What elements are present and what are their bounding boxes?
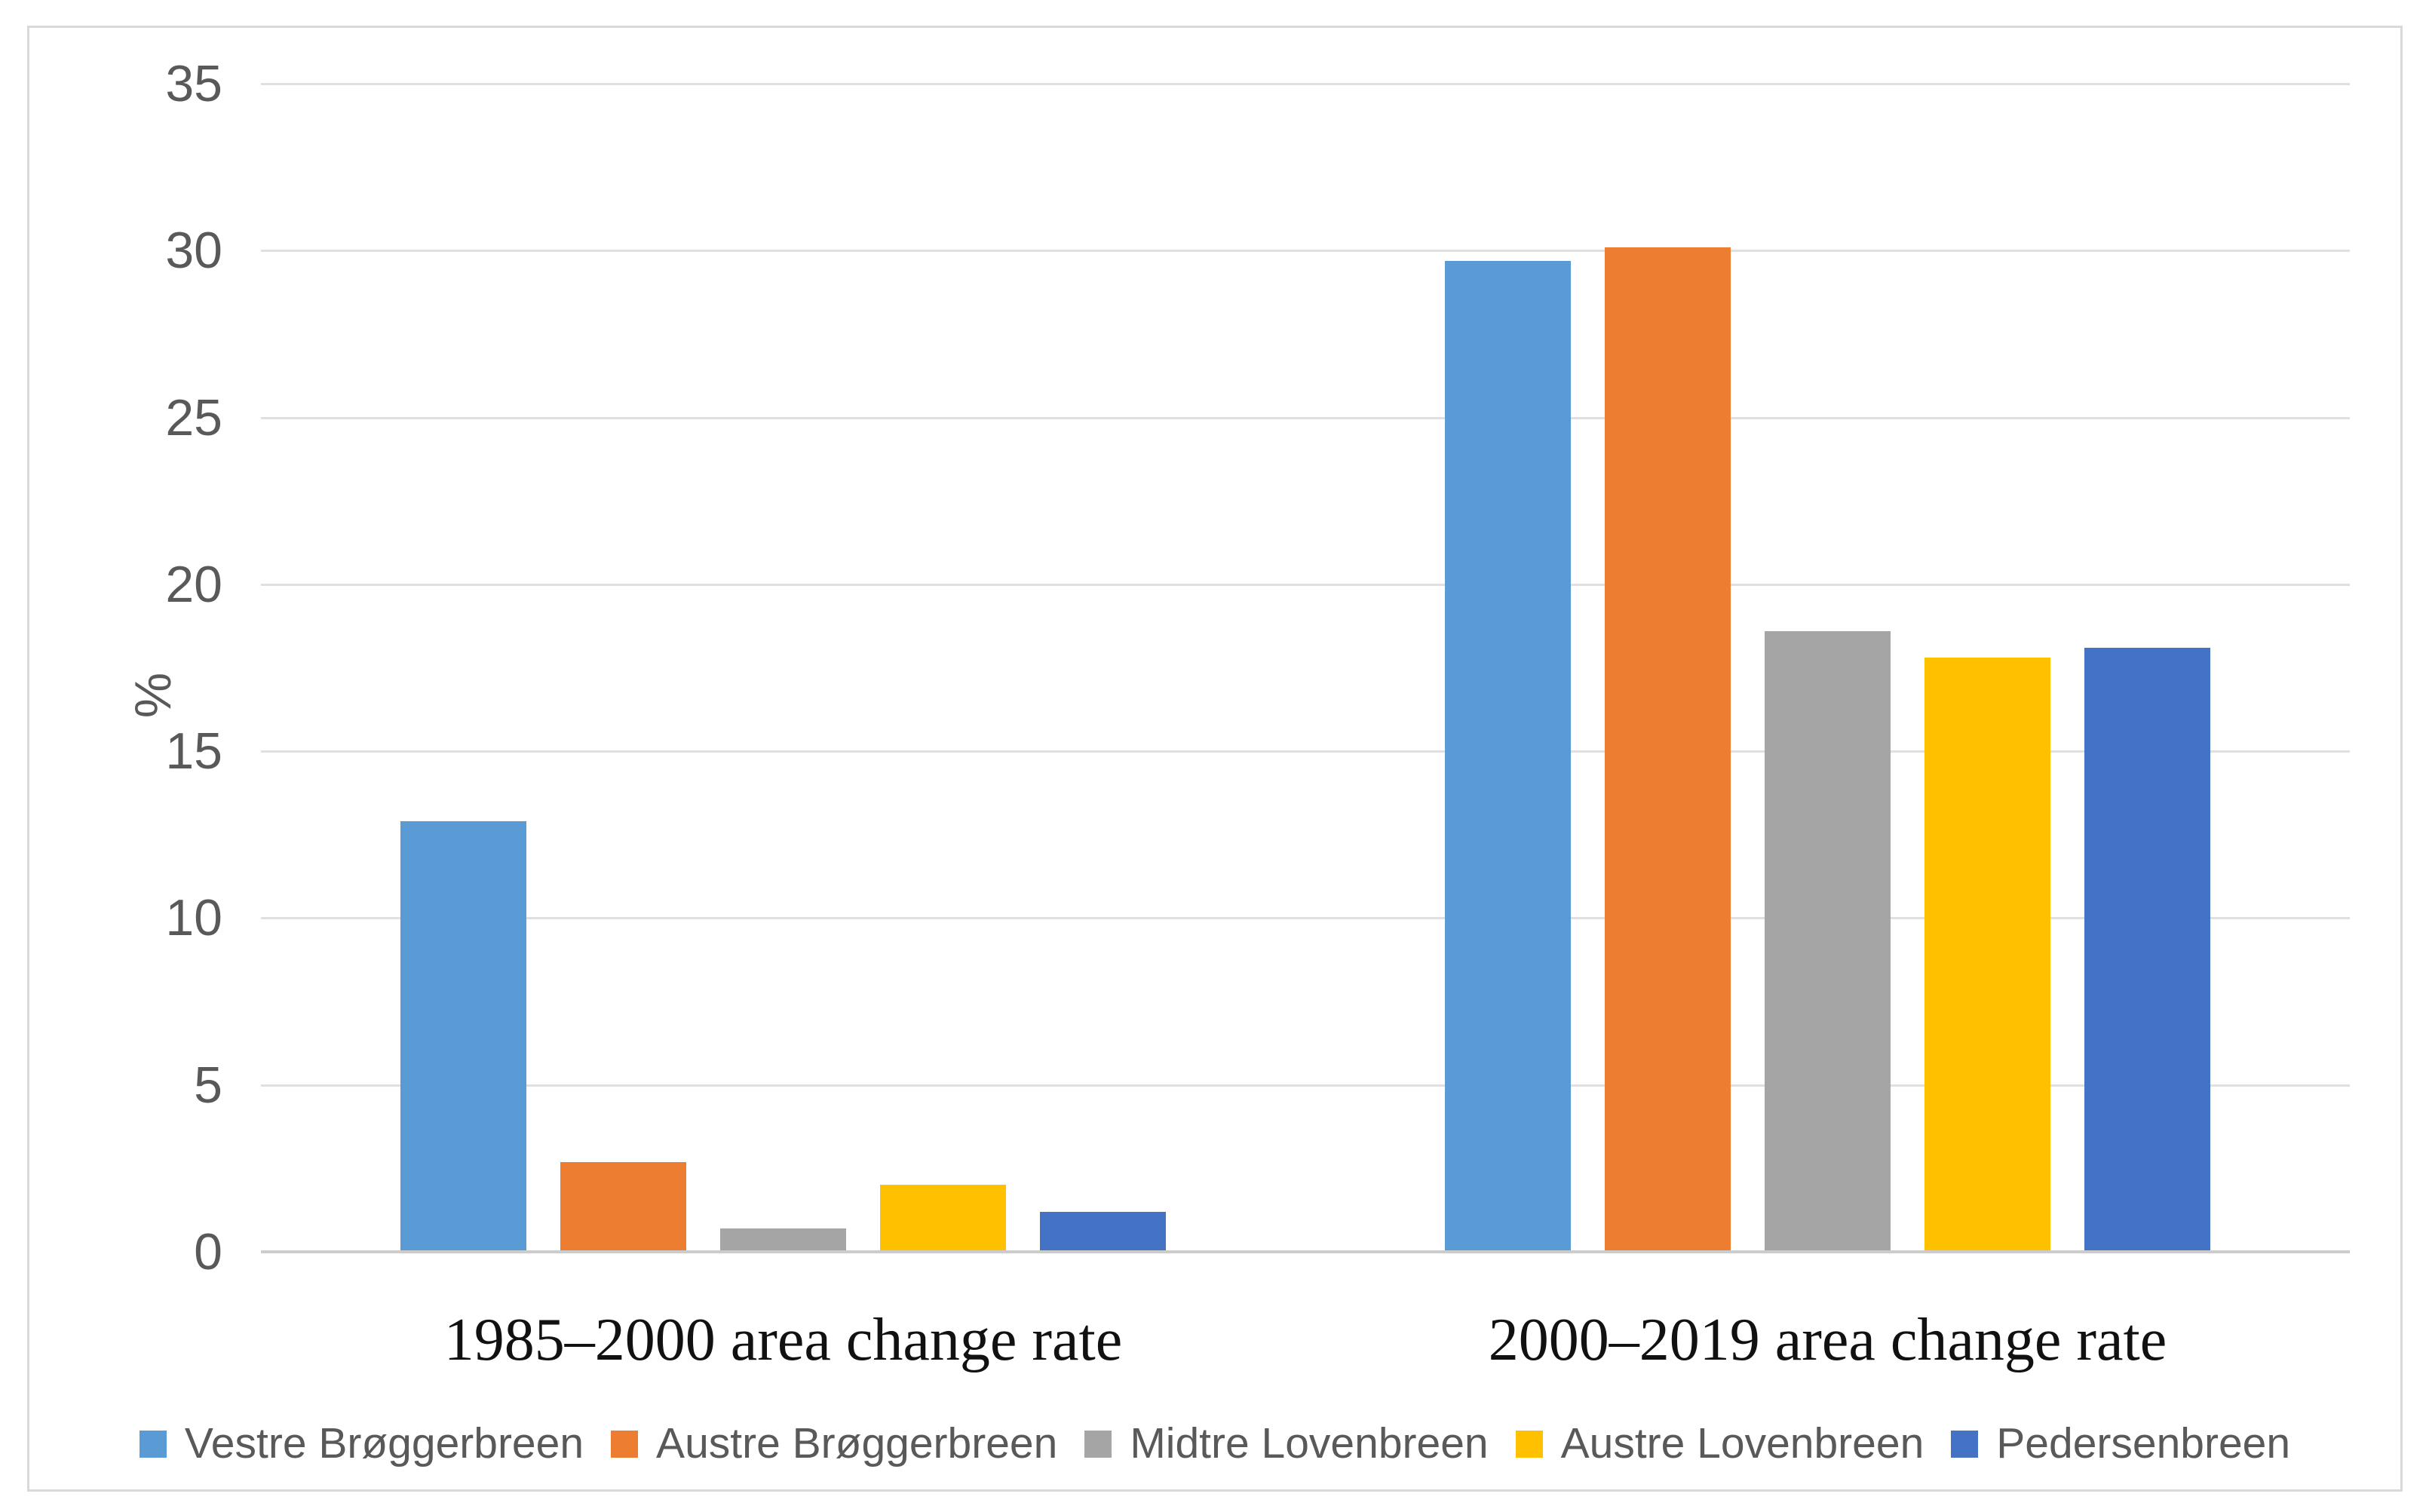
- legend: Vestre Brøggerbreen Austre Brøggerbreen Mi…: [29, 1419, 2400, 1469]
- legend-swatch-icon: [1515, 1430, 1543, 1458]
- x-axis-line: [261, 1250, 2350, 1253]
- legend-label: Pedersenbreen: [1996, 1419, 2291, 1468]
- gridline-20: [261, 583, 2350, 586]
- category-label-1: 2000–2019 area change rate: [1488, 1307, 2167, 1373]
- bar-group-0: [261, 84, 1305, 1252]
- gridline-5: [261, 1084, 2350, 1087]
- y-tick-label-25: 25: [165, 388, 222, 446]
- legend-item-austre-br-ggerbreen: Austre Brøggerbreen: [611, 1419, 1057, 1469]
- bar-midtre-lovenbreen-cat1: [1765, 631, 1891, 1252]
- legend-label: Austre Brøggerbreen: [656, 1419, 1058, 1468]
- bar-vestre-br-ggerbreen-cat1: [1445, 261, 1571, 1252]
- y-tick-label-0: 0: [194, 1223, 222, 1280]
- bar-austre-br-ggerbreen-cat1: [1605, 247, 1731, 1252]
- y-tick-label-35: 35: [165, 55, 222, 112]
- legend-item-pedersenbreen: Pedersenbreen: [1951, 1419, 2290, 1469]
- category-label-0: 1985–2000 area change rate: [443, 1307, 1123, 1373]
- gridline-15: [261, 750, 2350, 753]
- bar-pedersenbreen-cat0: [1040, 1212, 1166, 1252]
- bar-group-1: [1305, 84, 2350, 1252]
- legend-label: Austre Lovenbreen: [1560, 1419, 1924, 1468]
- bar-midtre-lovenbreen-cat0: [720, 1228, 846, 1252]
- y-axis-title: %: [124, 672, 182, 719]
- bar-austre-lovenbreen-cat0: [880, 1185, 1006, 1252]
- bar-pedersenbreen-cat1: [2084, 648, 2210, 1252]
- legend-label: Vestre Brøggerbreen: [184, 1419, 584, 1468]
- chart-frame: % 0 5 10 15 20 25 30 35 1985–2000 area change r…: [27, 26, 2403, 1492]
- legend-label: Midtre Lovenbreen: [1130, 1419, 1489, 1468]
- y-tick-label-10: 10: [165, 889, 222, 947]
- plot-area: [261, 84, 2350, 1252]
- legend-item-vestre-br-ggerbreen: Vestre Brøggerbreen: [139, 1419, 584, 1469]
- bar-austre-lovenbreen-cat1: [1924, 658, 2050, 1252]
- y-tick-label-30: 30: [165, 222, 222, 280]
- bar-austre-br-ggerbreen-cat0: [560, 1162, 686, 1252]
- legend-swatch-icon: [611, 1430, 639, 1458]
- legend-item-midtre-lovenbreen: Midtre Lovenbreen: [1084, 1419, 1489, 1469]
- legend-swatch-icon: [1084, 1430, 1112, 1458]
- gridline-35: [261, 83, 2350, 85]
- gridline-25: [261, 416, 2350, 419]
- legend-item-austre-lovenbreen: Austre Lovenbreen: [1515, 1419, 1924, 1469]
- legend-swatch-icon: [139, 1430, 167, 1458]
- y-tick-label-5: 5: [194, 1056, 222, 1114]
- y-tick-label-15: 15: [165, 722, 222, 781]
- gridline-30: [261, 250, 2350, 253]
- gridline-10: [261, 917, 2350, 920]
- bar-vestre-br-ggerbreen-cat0: [400, 821, 526, 1252]
- legend-swatch-icon: [1951, 1430, 1979, 1458]
- y-tick-label-20: 20: [165, 555, 222, 613]
